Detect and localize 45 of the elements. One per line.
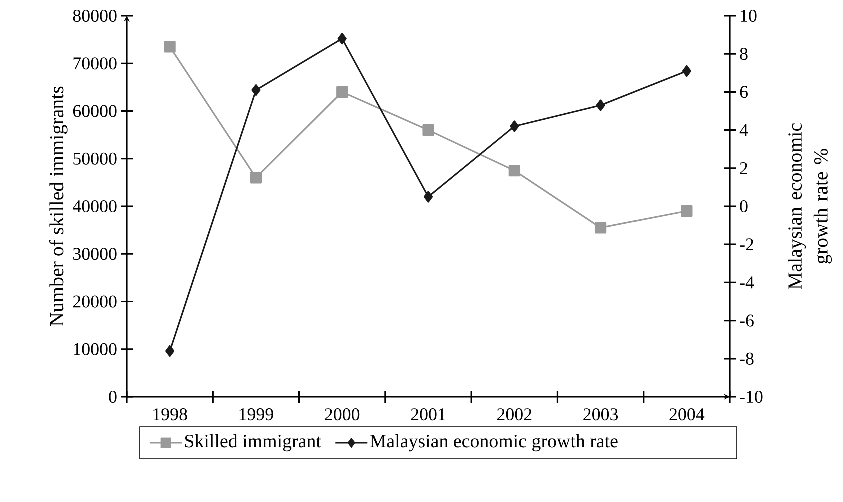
y-tick-label: 20000 — [73, 296, 117, 308]
point — [681, 205, 693, 218]
y-tick-label: 80000 — [73, 10, 117, 22]
x-tick-label: 2003 — [584, 408, 618, 421]
point — [336, 86, 348, 98]
point — [424, 191, 434, 203]
y-tick-label: 70000 — [74, 58, 117, 70]
point — [682, 65, 692, 78]
y-tick-label: 60000 — [73, 105, 117, 118]
y2-tick-label: 8 — [740, 48, 748, 60]
y-axis-title: Number of skilled immigrants — [49, 86, 68, 326]
y2-axis-title: Malaysian economic growth rate % — [788, 124, 832, 290]
point — [510, 120, 520, 132]
point — [422, 124, 434, 136]
y-tick-label: 50000 — [74, 152, 117, 165]
point — [594, 222, 607, 234]
point — [250, 172, 262, 184]
x-tick-label: 1999 — [240, 408, 274, 421]
y2-tick-label: -8 — [740, 352, 754, 365]
y2-tick-label: 2 — [740, 162, 748, 174]
y-tick-label: 40000 — [72, 200, 117, 213]
y2-tick-label: 6 — [740, 86, 748, 98]
y-tick-label: 0 — [109, 390, 117, 404]
y2-tick-label: 10 — [741, 10, 757, 22]
x-tick-label: 2004 — [670, 408, 705, 421]
y2-tick-label: -10 — [740, 390, 763, 404]
legend-label: Malaysian economic growth rate — [370, 434, 618, 452]
y-tick-label: 10000 — [74, 343, 117, 356]
point — [596, 100, 606, 112]
x-tick-label: 2000 — [325, 408, 360, 421]
y-tick-label: 30000 — [74, 248, 117, 260]
point — [252, 84, 261, 96]
y2-tick-label: 4 — [740, 124, 748, 136]
y2-tick-label: -6 — [740, 314, 754, 327]
y2-tick-label: 0 — [740, 200, 748, 213]
y2-tick-label: -2 — [740, 238, 754, 251]
point — [166, 345, 175, 358]
point — [164, 41, 176, 53]
legend-label: Skilled immigrant — [185, 434, 322, 452]
point — [338, 33, 347, 45]
x-tick-label: 2002 — [497, 408, 532, 421]
y2-tick-label: -4 — [740, 276, 754, 289]
x-tick-label: 1998 — [154, 408, 188, 421]
point — [508, 164, 520, 177]
x-tick-label: 2001 — [411, 408, 446, 421]
